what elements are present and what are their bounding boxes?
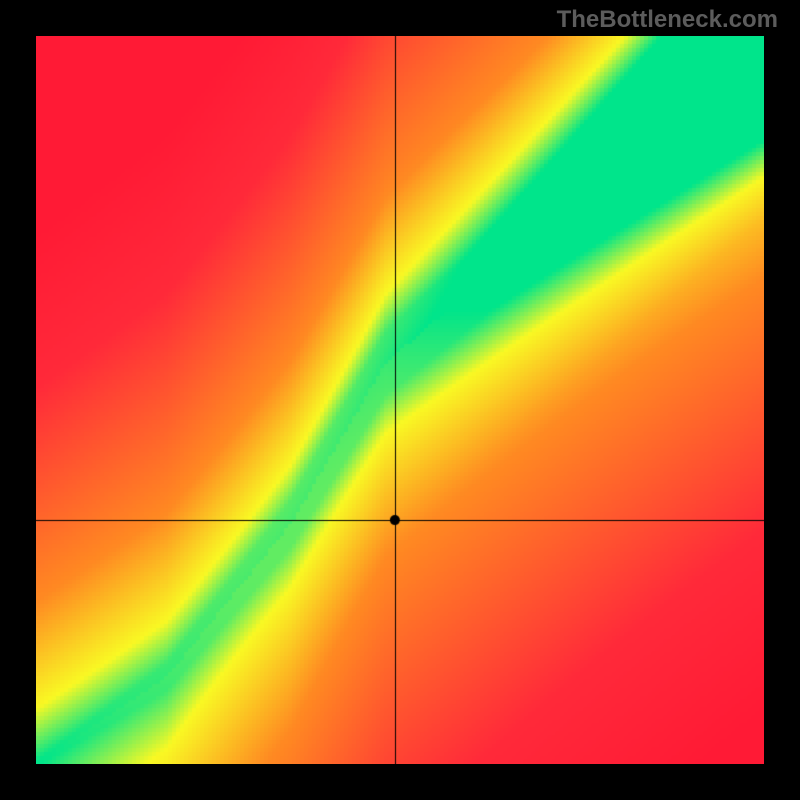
chart-container: { "meta": { "source_watermark": "TheBott…: [0, 0, 800, 800]
bottleneck-heatmap: [36, 36, 764, 764]
watermark-text: TheBottleneck.com: [557, 6, 778, 34]
